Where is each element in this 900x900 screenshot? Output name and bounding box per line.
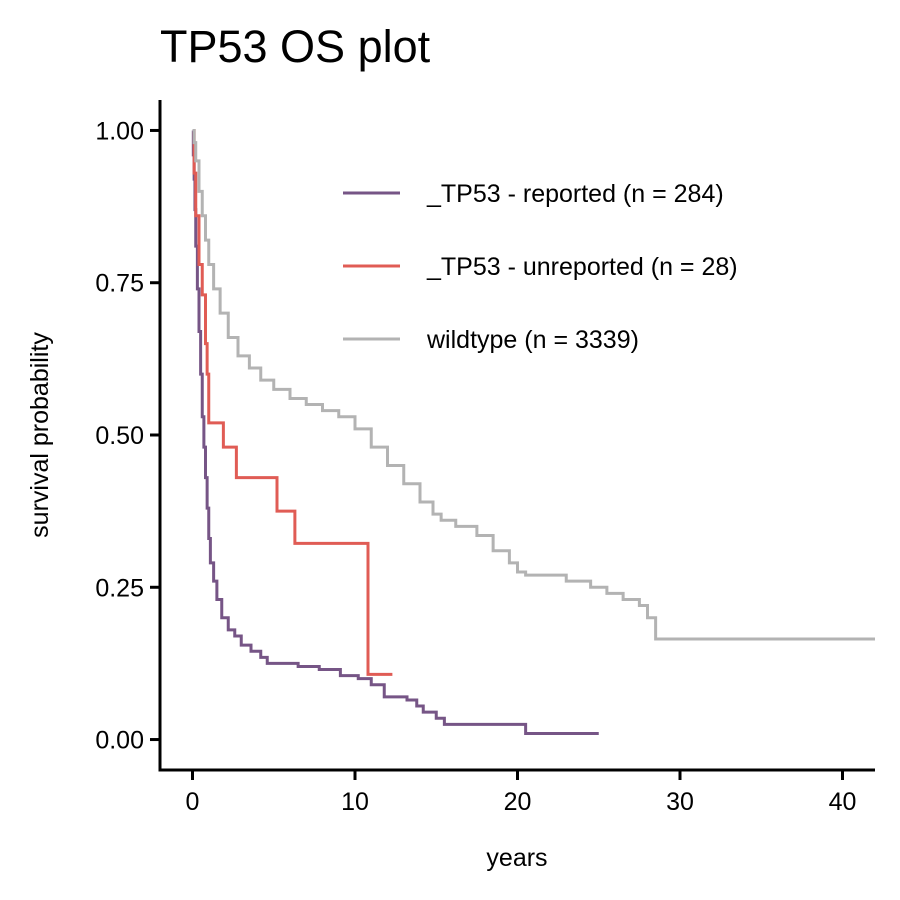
legend-label-2: _TP53 - unreported (n = 28): [426, 253, 738, 281]
y-axis-label: survival probability: [26, 332, 54, 538]
y-tick-label: 0.00: [95, 727, 144, 755]
series-line-1: [193, 130, 599, 733]
legend-label-3: wildtype (n = 3339): [426, 326, 639, 354]
x-tick-label: 20: [504, 788, 532, 816]
legend: _TP53 - reported (n = 284) _TP53 - unrepo…: [343, 180, 738, 354]
y-tick-label: 0.75: [95, 270, 144, 298]
x-axis-label: years: [486, 844, 547, 872]
y-tick-label: 0.50: [95, 422, 144, 450]
y-tick-label: 1.00: [95, 117, 144, 145]
y-tick-label: 0.25: [95, 574, 144, 602]
x-axis-ticks: 0 10 20 30 40: [186, 770, 857, 816]
x-tick-label: 0: [186, 788, 200, 816]
x-tick-label: 40: [829, 788, 857, 816]
y-axis-ticks: 0.00 0.25 0.50 0.75 1.00: [95, 117, 160, 754]
x-tick-label: 10: [341, 788, 369, 816]
x-tick-label: 30: [666, 788, 694, 816]
chart-title: TP53 OS plot: [160, 21, 431, 72]
legend-label-1: _TP53 - reported (n = 284): [426, 180, 724, 208]
series-line-2: [193, 130, 393, 674]
plot-series: [193, 130, 876, 733]
